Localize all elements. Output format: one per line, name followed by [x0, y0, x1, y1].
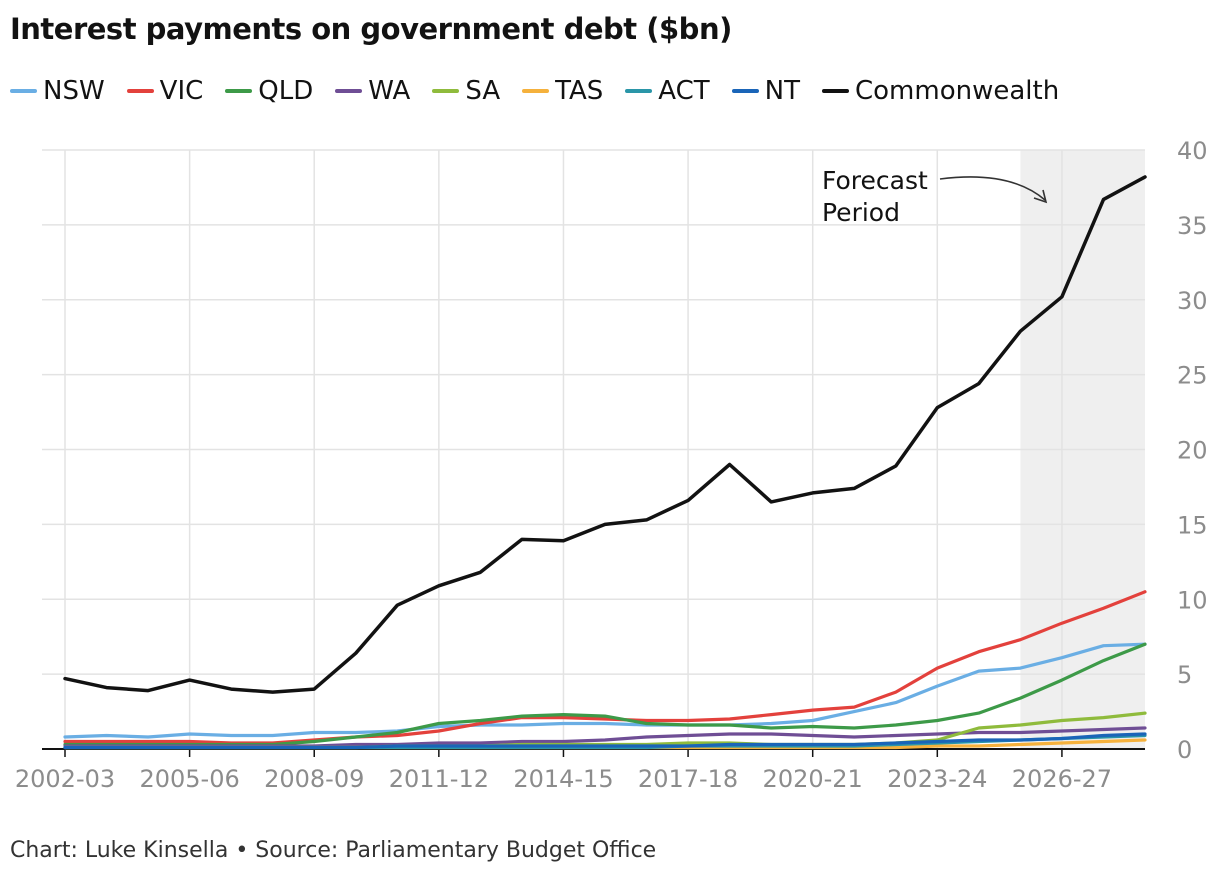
legend-swatch	[432, 89, 460, 93]
y-tick-label: 0	[1177, 736, 1192, 764]
legend-label: NT	[764, 76, 800, 106]
y-tick-label: 10	[1177, 586, 1208, 614]
legend-label: WA	[368, 76, 411, 106]
x-tick-label: 2020-21	[763, 765, 863, 793]
legend-label: ACT	[658, 76, 710, 106]
legend-item-wa: WA	[335, 76, 410, 106]
forecast-annotation-arrowhead	[1033, 189, 1048, 204]
series-lines	[63, 175, 1147, 750]
chart-title: Interest payments on government debt ($b…	[10, 12, 732, 46]
legend-label: SA	[465, 76, 501, 106]
x-tick-label: 2005-06	[139, 765, 239, 793]
legend-label: QLD	[258, 76, 314, 106]
legend-item-sa: SA	[432, 76, 500, 106]
x-tick-label: 2011-12	[389, 765, 489, 793]
x-tick-label: 2017-18	[638, 765, 738, 793]
forecast-annotation-line2: Period	[822, 198, 900, 227]
legend-swatch	[731, 89, 759, 93]
legend-item-vic: VIC	[126, 76, 204, 106]
x-tick-label: 2008-09	[264, 765, 364, 793]
y-tick-label: 5	[1177, 661, 1192, 689]
legend-swatch	[822, 89, 849, 93]
series-line-vic	[63, 590, 1147, 745]
series-line-nsw	[63, 642, 1147, 739]
forecast-annotation-arrow	[939, 176, 1046, 201]
gridlines	[42, 149, 1145, 749]
legend-label: NSW	[43, 76, 105, 106]
legend-item-nt: NT	[731, 76, 800, 106]
y-tick-label: 25	[1177, 362, 1208, 390]
y-tick-label: 40	[1177, 137, 1208, 165]
legend-swatch	[225, 89, 253, 93]
y-tick-label: 15	[1177, 511, 1208, 539]
legend-item-nsw: NSW	[10, 76, 105, 106]
legend-label: TAS	[555, 76, 604, 106]
legend-item-act: ACT	[625, 76, 710, 106]
legend-swatch	[522, 89, 550, 93]
legend-item-qld: QLD	[225, 76, 313, 106]
legend-swatch	[10, 89, 37, 93]
legend-swatch	[335, 89, 363, 93]
y-tick-label: 20	[1177, 437, 1208, 465]
legend-swatch	[625, 89, 653, 93]
x-tick-label: 2002-03	[15, 765, 115, 793]
legend-label: Commonwealth	[855, 76, 1060, 106]
x-tick-label: 2014-15	[513, 765, 613, 793]
legend-item-commonwealth: Commonwealth	[822, 76, 1059, 106]
series-line-nt	[63, 732, 1147, 750]
series-line-commonwealth	[63, 175, 1147, 694]
forecast-annotation-line1: Forecast	[822, 166, 928, 195]
y-tick-label: 30	[1177, 287, 1208, 315]
x-tick-label: 2023-24	[887, 765, 987, 793]
series-line-qld	[63, 642, 1147, 747]
y-tick-label: 35	[1177, 212, 1208, 240]
chart-legend: NSW VIC QLD WA SA TAS ACT NT Commonwealth	[10, 76, 1081, 106]
legend-swatch	[126, 89, 154, 93]
legend-label: VIC	[159, 76, 204, 106]
x-tick-label: 2026-27	[1012, 765, 1112, 793]
y-axis-ticks: 0 5 10 15 20 25 30 35 40	[1177, 137, 1208, 764]
chart-source-credit: Chart: Luke Kinsella • Source: Parliamen…	[10, 838, 657, 863]
legend-item-tas: TAS	[522, 76, 603, 106]
x-axis-ticks: 2002-03 2005-06 2008-09 2011-12 2014-15 2017-…	[15, 749, 1112, 793]
